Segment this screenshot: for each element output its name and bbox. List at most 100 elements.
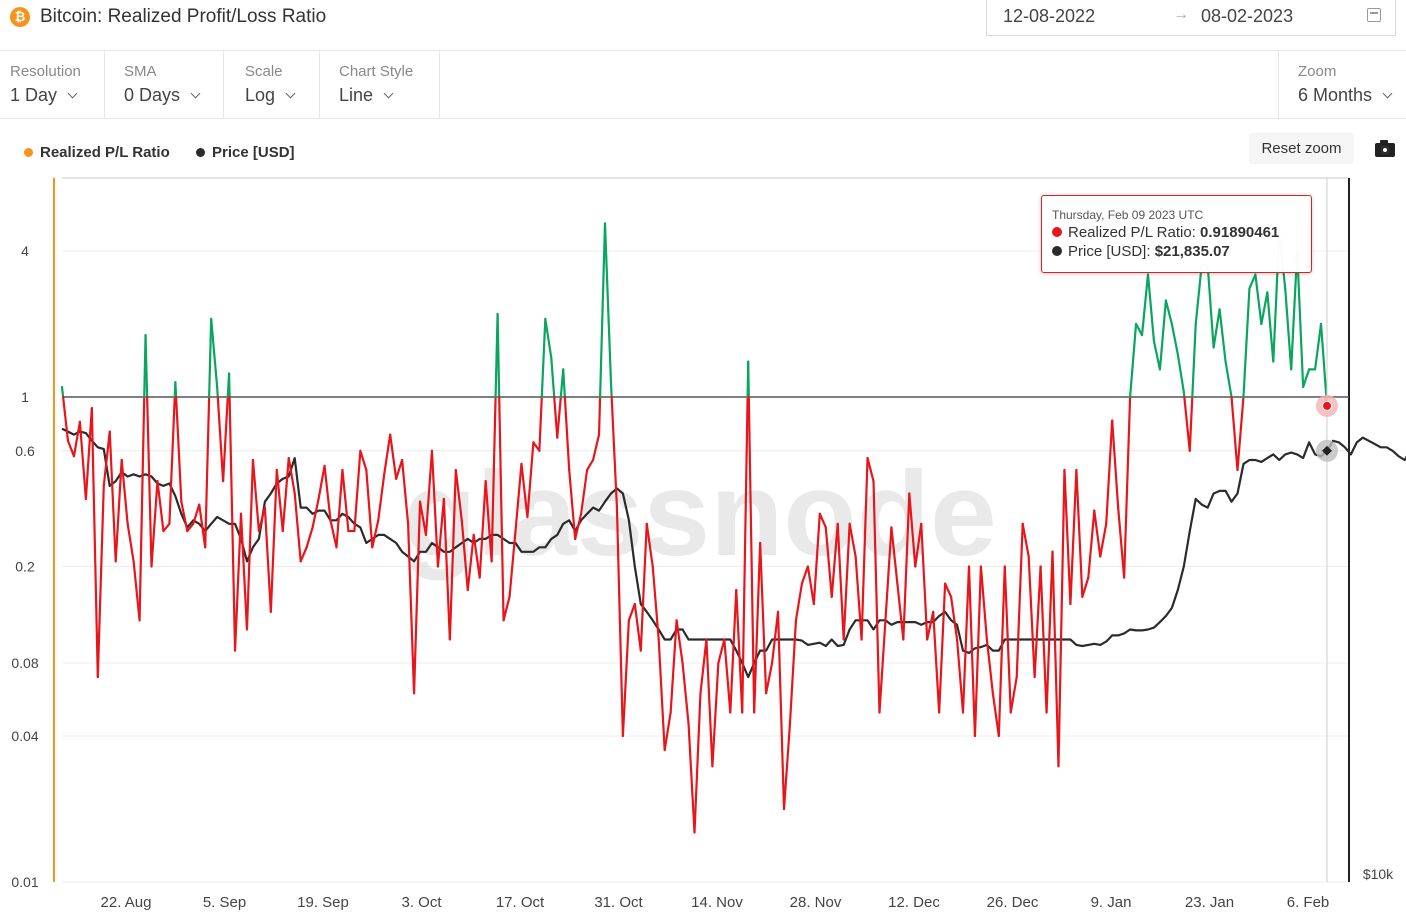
ratio-segment (776, 610, 786, 811)
ratio-segment (563, 395, 571, 472)
ratio-segment (412, 500, 422, 695)
ratio-segment (1296, 249, 1305, 389)
ratio-segment (711, 661, 720, 768)
ratio-segment (591, 433, 601, 462)
x-tick-label: 19. Sep (297, 894, 349, 911)
ratio-segment (216, 395, 225, 483)
ratio-segment (1158, 299, 1167, 371)
ratio-segment (603, 222, 613, 384)
x-axis-labels: 22. Aug 5. Sep 19. Sep 3. Oct 17. Oct 31. Oct… (101, 894, 1330, 911)
sma-value: 0 Days (124, 85, 201, 106)
ratio-segment (472, 533, 481, 579)
reset-zoom-button[interactable]: Reset zoom (1249, 133, 1354, 164)
y-tick-label: 0.6 (15, 443, 35, 459)
ratio-segment (741, 395, 749, 714)
date-range-picker[interactable]: 12-08-2022 → 08-02-2023 (986, 0, 1396, 36)
ratio-segment (204, 395, 211, 549)
ratio-segment (263, 506, 272, 613)
legend-price-dot (196, 148, 205, 157)
ratio-segment (961, 565, 971, 714)
bitcoin-icon: ₿ (10, 7, 30, 27)
ratio-segment (424, 449, 434, 536)
ratio-segment (1057, 468, 1066, 768)
chart-style-select[interactable]: Chart Style Line (320, 51, 440, 118)
ratio-segment (872, 479, 881, 714)
x-tick-label: 17. Oct (496, 894, 545, 911)
ratio-segment (341, 468, 350, 533)
ratio-segment (1134, 322, 1144, 337)
ratio-segment (186, 522, 195, 533)
date-end-input[interactable]: 08-02-2023 (1201, 6, 1294, 26)
ratio-segment (729, 588, 738, 714)
ratio-segment (1206, 263, 1215, 349)
ratio-segment (275, 468, 284, 533)
ratio-segment (621, 619, 630, 738)
ratio-segment (657, 638, 666, 752)
ratio-segment (198, 503, 207, 549)
ratio-segment (520, 462, 529, 519)
ratio-segment (401, 458, 410, 525)
y-tick-label: 4 (21, 243, 29, 259)
ratio-segment (430, 449, 440, 568)
y-tick-label: 0.01 (11, 874, 38, 890)
ratio-series (60, 222, 1329, 834)
ratio-segment (866, 456, 875, 483)
y-axis-labels: 0.01 0.04 0.08 0.2 0.6 1 4 (11, 243, 38, 890)
ratio-segment (1254, 273, 1263, 326)
ratio-segment (442, 497, 451, 641)
ratio-segment (788, 619, 798, 725)
ratio-segment (371, 519, 380, 549)
ratio-segment (580, 468, 589, 515)
resolution-select[interactable]: Resolution 1 Day (0, 51, 105, 118)
sma-select[interactable]: SMA 0 Days (105, 51, 224, 118)
ratio-segment (498, 395, 505, 622)
ratio-segment (1188, 395, 1194, 452)
chart-tooltip: Thursday, Feb 09 2023 UTC Realized P/L R… (1041, 195, 1312, 273)
calendar-icon[interactable] (1367, 8, 1381, 22)
ratio-segment (228, 395, 237, 652)
ratio-segment (96, 484, 105, 679)
camera-icon[interactable] (1375, 140, 1395, 157)
zoom-select[interactable]: Zoom 6 Months (1278, 51, 1406, 118)
ratio-segment (979, 565, 988, 641)
ratio-segment (162, 522, 171, 533)
ratio-segment (723, 638, 732, 714)
ratio-segment (854, 555, 863, 641)
ratio-segment (842, 522, 851, 641)
tooltip-price-dot (1052, 246, 1062, 256)
arrow-right-icon: → (1173, 6, 1189, 23)
chart-toolbar: Resolution 1 Day SMA 0 Days Scale Log Ch… (0, 51, 1406, 119)
price-marker (1322, 445, 1332, 456)
ratio-segment (208, 317, 213, 399)
ratio-segment (1128, 322, 1138, 399)
legend-item-ratio[interactable]: Realized P/L Ratio (24, 144, 170, 161)
ratio-segment (1319, 322, 1328, 399)
ratio-segment (926, 610, 935, 641)
ratio-segment (765, 661, 774, 695)
ratio-marker (1322, 400, 1332, 411)
ratio-segment (1033, 565, 1042, 679)
date-start-input[interactable]: 12-08-2022 (1003, 6, 1096, 26)
legend-item-price[interactable]: Price [USD] (196, 144, 295, 161)
ratio-segment (675, 619, 684, 665)
tooltip-ratio-value: 0.91890461 (1200, 224, 1280, 241)
ratio-segment (311, 497, 320, 529)
ratio-segment (967, 565, 977, 738)
ratio-segment (293, 492, 302, 563)
ratio-segment (1027, 555, 1036, 679)
ratio-segment (800, 565, 809, 585)
ratio-segment (1176, 353, 1185, 393)
ratio-segment (1152, 340, 1162, 371)
ratio-segment (597, 395, 602, 436)
ratio-segment (84, 406, 93, 501)
ratio-segment (610, 395, 619, 509)
x-tick-label: 5. Sep (203, 894, 246, 911)
ratio-segment (1021, 522, 1030, 558)
ratio-segment (251, 458, 261, 533)
ratio-segment (78, 420, 87, 501)
ratio-segment (502, 595, 511, 622)
ratio-segment (538, 395, 543, 452)
scale-select[interactable]: Scale Log (224, 51, 320, 118)
ratio-segment (550, 356, 556, 399)
